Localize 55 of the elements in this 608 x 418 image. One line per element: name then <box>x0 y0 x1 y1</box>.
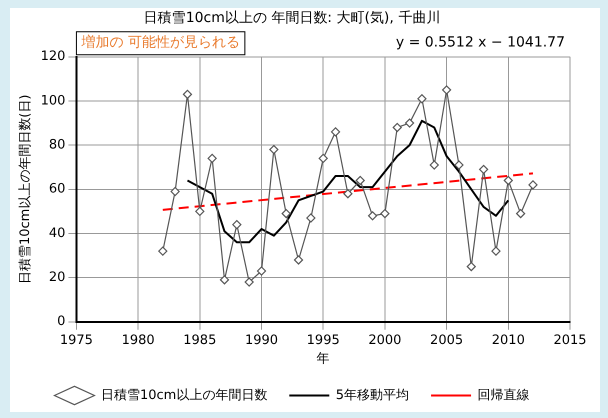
x-axis-title: 年 <box>316 352 330 367</box>
point <box>182 90 192 99</box>
point <box>454 160 464 170</box>
y-tick-label: 100 <box>40 93 66 108</box>
point <box>343 189 352 198</box>
point <box>208 154 217 163</box>
point <box>404 118 414 128</box>
point <box>170 186 180 196</box>
point <box>318 154 328 163</box>
point <box>442 85 452 95</box>
legend-label: 5年移動平均 <box>336 388 410 403</box>
y-axis-title: 日積雪10cm以上の年間日数(日) <box>18 94 34 284</box>
point <box>244 277 254 287</box>
point <box>330 127 340 136</box>
chart-title: 日積雪10cm以上の 年間日数: 大町(気), 千曲川 <box>144 10 440 26</box>
legend-label: 回帰直線 <box>478 388 530 403</box>
point <box>380 208 390 218</box>
point <box>282 208 291 218</box>
x-tick-label: 2015 <box>553 332 587 348</box>
point <box>528 180 538 190</box>
point <box>516 208 526 218</box>
point <box>195 206 204 216</box>
point <box>504 176 513 186</box>
text: y = 0.5512 x − 1041.77 <box>396 34 565 50</box>
point <box>417 94 427 104</box>
text: 増加の 可能性が見られる <box>80 33 240 50</box>
y-tick-label: 80 <box>48 138 66 153</box>
x-tick-label: 1980 <box>122 332 155 348</box>
x-tick-label: 2000 <box>368 332 402 348</box>
point <box>466 262 476 272</box>
point <box>256 266 266 276</box>
point <box>232 220 242 230</box>
y-tick-label: 20 <box>48 270 66 286</box>
x-tick-label: 1985 <box>183 332 216 348</box>
x-tick-label: 2010 <box>492 332 525 348</box>
point <box>479 164 488 174</box>
x-tick-label: 1990 <box>244 332 278 348</box>
legend-label: 日積雪10cm以上の年間日数 <box>100 388 268 403</box>
y-tick-label: 40 <box>48 226 66 241</box>
point <box>430 160 439 170</box>
point <box>368 211 378 220</box>
x-tick-label: 1975 <box>60 332 93 348</box>
point <box>294 255 304 265</box>
point <box>392 122 402 132</box>
point <box>158 246 168 256</box>
point <box>269 144 278 154</box>
point <box>220 275 230 284</box>
x-tick-label: 2005 <box>430 332 464 348</box>
point <box>356 176 365 186</box>
y-tick-label: 120 <box>40 49 66 64</box>
x-tick-label: 1995 <box>306 332 340 348</box>
point <box>491 246 501 256</box>
y-tick-label: 60 <box>48 182 66 197</box>
y-tick-label: 0 <box>57 314 66 330</box>
point <box>306 213 316 223</box>
